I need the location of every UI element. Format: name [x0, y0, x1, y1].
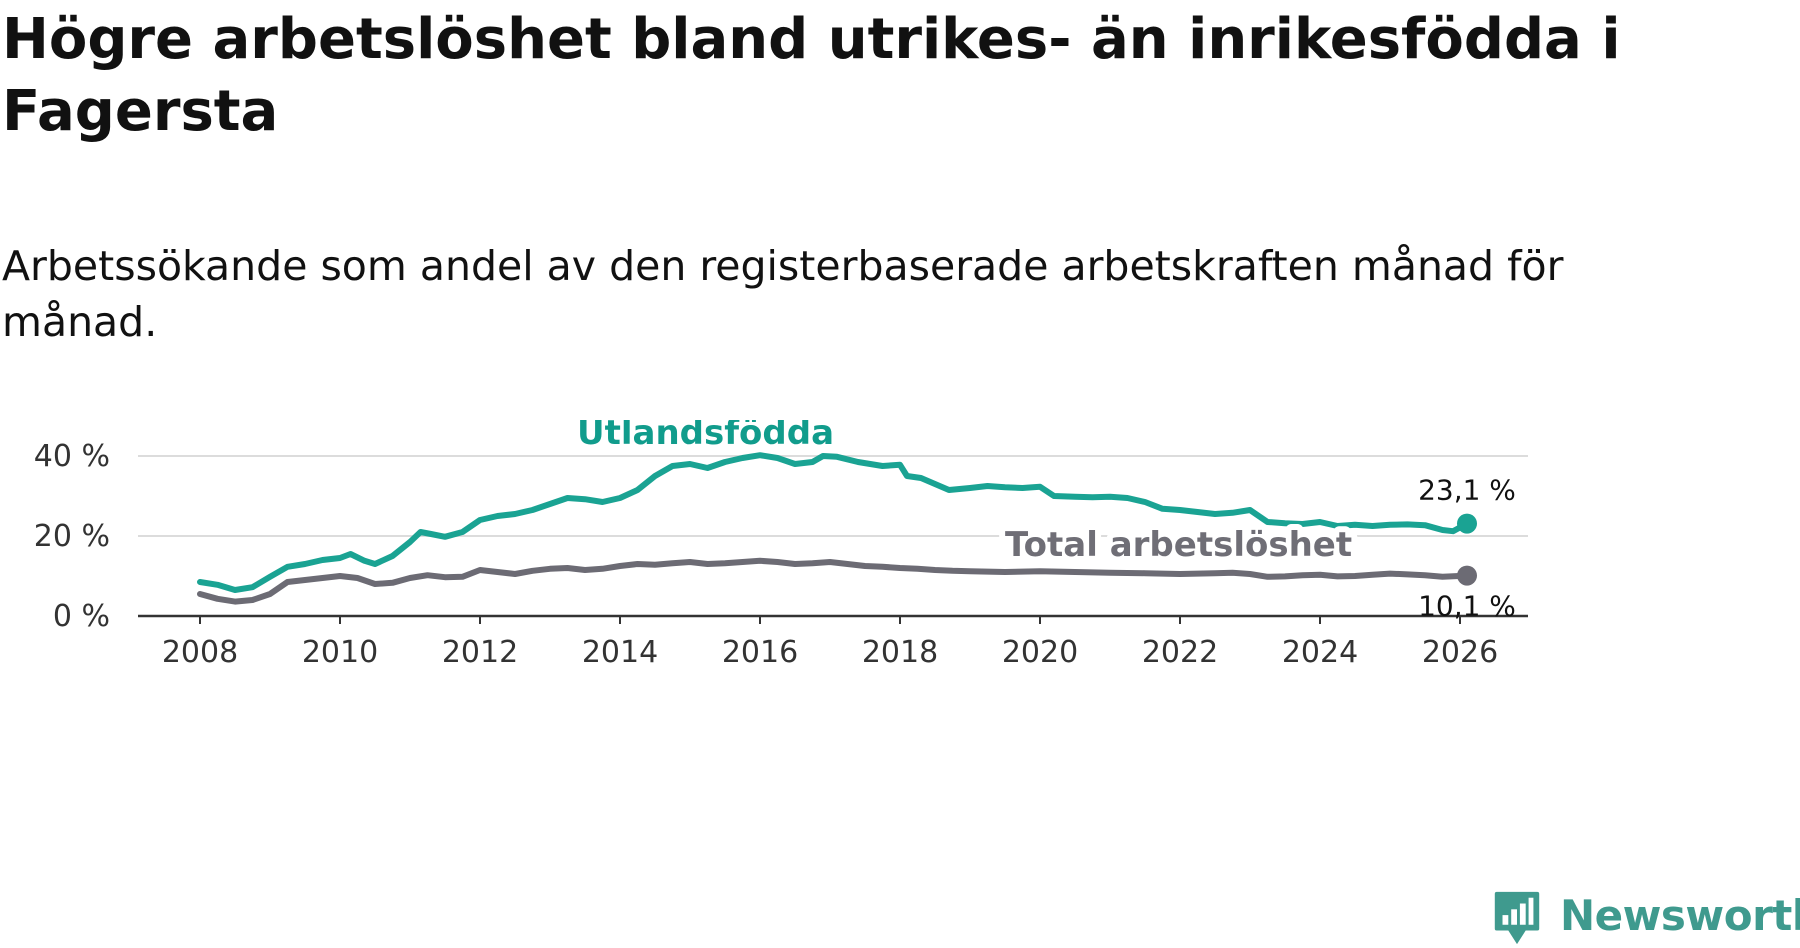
y-tick-label: 20 %: [34, 519, 110, 554]
series-label-utlandsfodda: Utlandsfödda: [577, 420, 834, 453]
series-lines: [197, 452, 1477, 605]
x-tick-label: 2008: [162, 635, 238, 670]
x-tick-label: 2010: [302, 635, 378, 670]
chart-title: Högre arbetslöshet bland utrikes- än inr…: [2, 7, 1621, 144]
series-line-total-arbetslöshet: [197, 557, 1470, 605]
end-point-total-arbetslöshet: [1457, 565, 1477, 586]
x-tick-label: 2022: [1142, 635, 1218, 670]
x-tick-label: 2012: [442, 635, 518, 670]
x-tick-label: 2020: [1002, 635, 1078, 670]
y-tick-labels: 0 % 20 % 40 %: [34, 439, 110, 634]
y-tick-label: 0 %: [53, 599, 110, 634]
end-label-total: 10,1 %: [1418, 590, 1516, 623]
newsworthy-logo-icon: [1494, 891, 1540, 945]
x-tick-label: 2026: [1422, 635, 1498, 670]
x-tick-label: 2016: [722, 635, 798, 670]
y-tick-label: 40 %: [34, 439, 110, 474]
brand-name: Newsworthy: [1560, 891, 1800, 940]
series-line-utlandsfödda: [197, 452, 1470, 593]
chart-subtitle: Arbetssökande som andel av den registerb…: [2, 242, 1564, 346]
line-chart: 0 % 20 % 40 % 2008 2010 2012 2014 2016 2018 2020…: [34, 420, 1528, 670]
x-tick-label: 2018: [862, 635, 938, 670]
series-labels: Utlandsfödda Total arbetslöshet 23,1 % 10,1…: [571, 420, 1516, 623]
end-label-utlandsfodda: 23,1 %: [1418, 474, 1516, 507]
end-point-utlandsfödda: [1457, 513, 1477, 534]
series-label-total: Total arbetslöshet: [1005, 525, 1352, 565]
x-axis: 2008 2010 2012 2014 2016 2018 2020 2022 2024 2026: [138, 614, 1528, 670]
x-tick-label: 2014: [582, 635, 658, 670]
x-tick-label: 2024: [1282, 635, 1358, 670]
